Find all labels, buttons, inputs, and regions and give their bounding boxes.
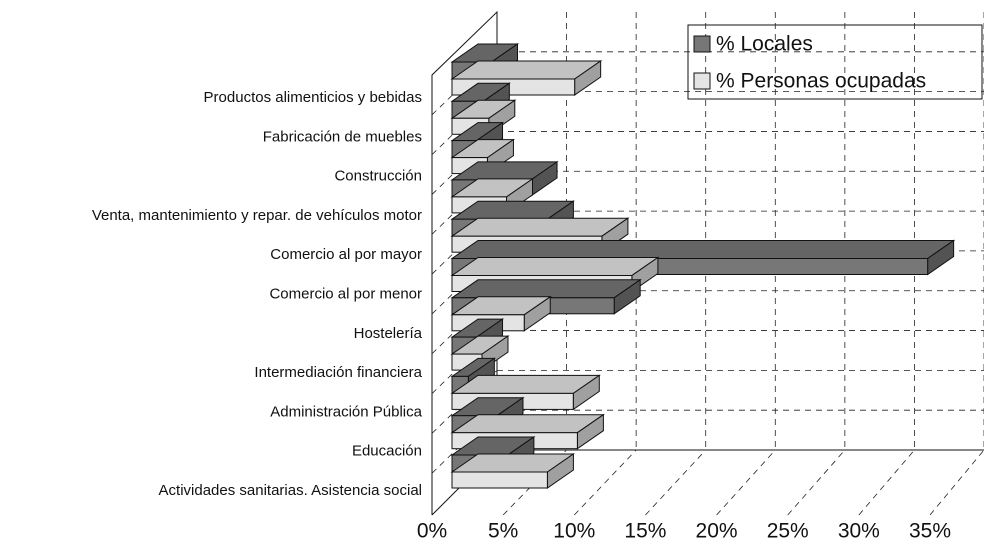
grid-line xyxy=(573,449,637,516)
grid-line xyxy=(858,449,915,516)
grid-line xyxy=(787,449,846,516)
legend-label: % Personas ocupadas xyxy=(716,70,926,93)
x-tick-label: 5% xyxy=(488,520,518,543)
bar-top xyxy=(450,279,642,299)
x-tick-label: 0% xyxy=(417,520,447,543)
x-tick-label: 35% xyxy=(909,520,951,543)
category-label: Productos alimenticios y bebidas xyxy=(204,89,422,106)
legend-swatch xyxy=(693,72,711,90)
x-tick-label: 15% xyxy=(624,520,666,543)
category-label: Venta, mantenimiento y repar. de vehícul… xyxy=(92,207,422,224)
x-tick-label: 30% xyxy=(838,520,880,543)
category-label: Construcción xyxy=(334,168,422,185)
x-tick-label: 10% xyxy=(553,520,595,543)
bar xyxy=(451,471,548,489)
legend-swatch xyxy=(693,35,711,53)
category-label: Comercio al por menor xyxy=(269,285,422,302)
category-label: Intermediación financiera xyxy=(254,364,422,381)
category-label: Hostelería xyxy=(354,325,423,342)
grid-line xyxy=(929,449,984,516)
category-label: Actividades sanitarias. Asistencia socia… xyxy=(159,482,422,499)
bar-top xyxy=(450,240,956,259)
grid-line xyxy=(645,449,707,516)
category-label: Comercio al por mayor xyxy=(270,246,422,263)
category-label: Administración Pública xyxy=(270,403,422,420)
legend-box xyxy=(687,24,983,100)
legend-label: % Locales xyxy=(716,33,813,56)
grid-line xyxy=(716,449,776,516)
x-tick-label: 20% xyxy=(696,520,738,543)
bar-top xyxy=(450,217,630,237)
category-label: Educación xyxy=(352,443,422,460)
bar-top xyxy=(450,257,660,276)
category-label: Fabricación de muebles xyxy=(263,128,422,145)
x-tick-label: 25% xyxy=(767,520,809,543)
